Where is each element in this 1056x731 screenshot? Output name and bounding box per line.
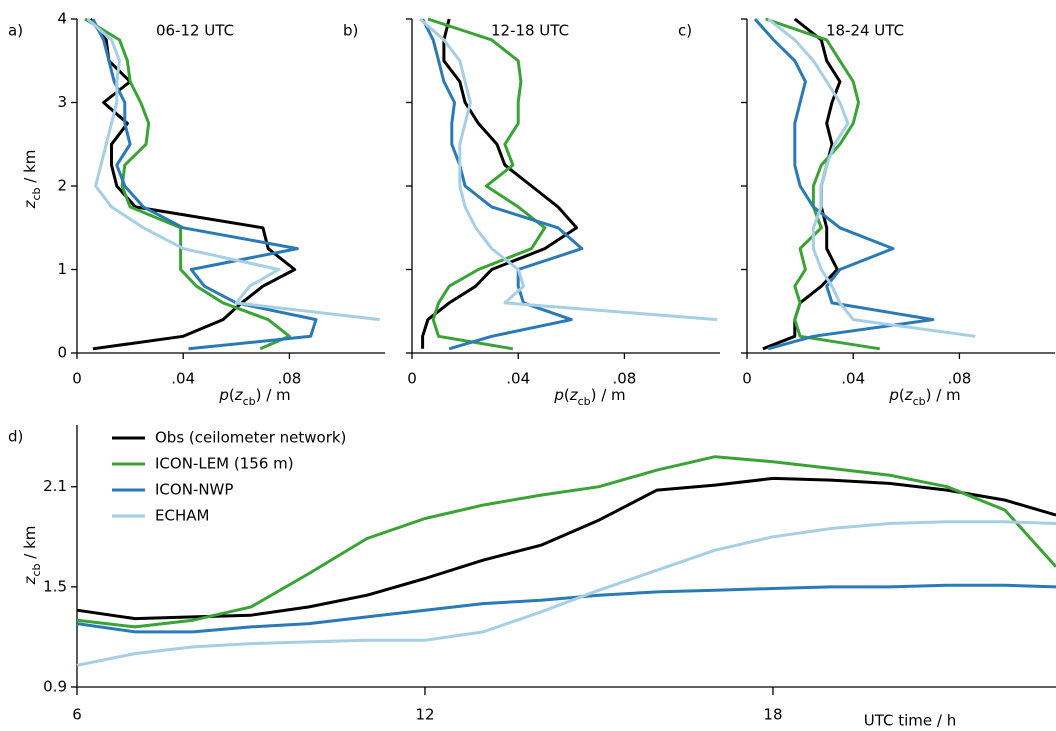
label-part: z (21, 575, 39, 585)
panel-title: 18-24 UTC (826, 22, 904, 40)
x-tick-label: .04 (506, 370, 530, 388)
label-part: p (888, 386, 899, 404)
label-part: cb (578, 395, 591, 408)
label-part: / km (21, 526, 39, 564)
label-part: ( (564, 386, 570, 404)
profile-line (765, 17, 881, 351)
label-part: cb (30, 563, 43, 576)
label-part: cb (30, 187, 43, 200)
y-tick-label: 3 (57, 93, 67, 111)
y-tick-label: 0 (57, 344, 67, 362)
x-tick-label: .08 (947, 370, 971, 388)
panel-label: d) (8, 428, 23, 446)
x-axis-label: p(zcb) / m (218, 386, 290, 408)
legend-label: ICON-NWP (155, 481, 233, 499)
profile-line (86, 17, 380, 322)
label-part: cb (243, 395, 256, 408)
x-tick-label: .08 (612, 370, 636, 388)
profile-line (767, 17, 976, 338)
series-line (76, 583, 1056, 634)
x-axis-label: p(zcb) / m (553, 386, 625, 408)
label-part: z (21, 199, 39, 209)
y-axis-label: zcb / km (21, 150, 43, 210)
label-part: p (553, 386, 564, 404)
panel-label: c) (678, 22, 692, 40)
profile-line (421, 18, 584, 351)
profile-line (762, 17, 842, 351)
y-tick-label: 1.5 (43, 577, 67, 595)
x-tick-label: 12 (415, 706, 434, 724)
legend-label: ECHAM (155, 507, 209, 525)
y-tick-label: 2.1 (43, 477, 67, 495)
x-tick-label: .08 (277, 370, 301, 388)
x-tick-label: .04 (171, 370, 195, 388)
label-part: ) / m (591, 386, 626, 404)
profile-line (84, 17, 291, 351)
y-tick-label: 2 (57, 177, 67, 195)
legend-label: ICON-LEM (156 m) (155, 455, 294, 473)
label-part: ( (229, 386, 235, 404)
profile-line (753, 18, 935, 351)
label-part: z (234, 386, 244, 404)
panel-title: 12-18 UTC (491, 22, 569, 40)
label-part: p (218, 386, 229, 404)
label-part: z (904, 386, 914, 404)
label-part: z (569, 386, 579, 404)
series-line (76, 520, 1056, 667)
profile-line (91, 18, 318, 351)
x-tick-label: 18 (763, 706, 782, 724)
x-axis-label: p(zcb) / m (888, 386, 960, 408)
profile-line (421, 18, 579, 349)
label-part: cb (913, 395, 926, 408)
y-tick-label: 4 (57, 10, 67, 28)
profile-line (427, 17, 547, 351)
label-part: ) / m (256, 386, 291, 404)
series-line (76, 476, 1056, 621)
label-part: ( (899, 386, 905, 404)
x-axis-label: UTC time / h (864, 712, 957, 730)
panel-label: a) (8, 22, 23, 40)
y-tick-label: 1 (57, 260, 67, 278)
x-tick-label: 6 (72, 706, 82, 724)
label-part: / km (21, 150, 39, 188)
panel-label: b) (343, 22, 358, 40)
label-part: ) / m (926, 386, 961, 404)
profile-line (419, 17, 718, 322)
panel-title: 06-12 UTC (156, 22, 234, 40)
x-tick-label: 0 (407, 370, 417, 388)
legend-label: Obs (ceilometer network) (155, 429, 346, 447)
y-axis-label: zcb / km (21, 526, 43, 586)
x-tick-label: .04 (841, 370, 865, 388)
x-tick-label: 0 (742, 370, 752, 388)
x-tick-label: 0 (72, 370, 82, 388)
series-line (76, 455, 1056, 629)
y-tick-label: 0.9 (43, 678, 67, 696)
